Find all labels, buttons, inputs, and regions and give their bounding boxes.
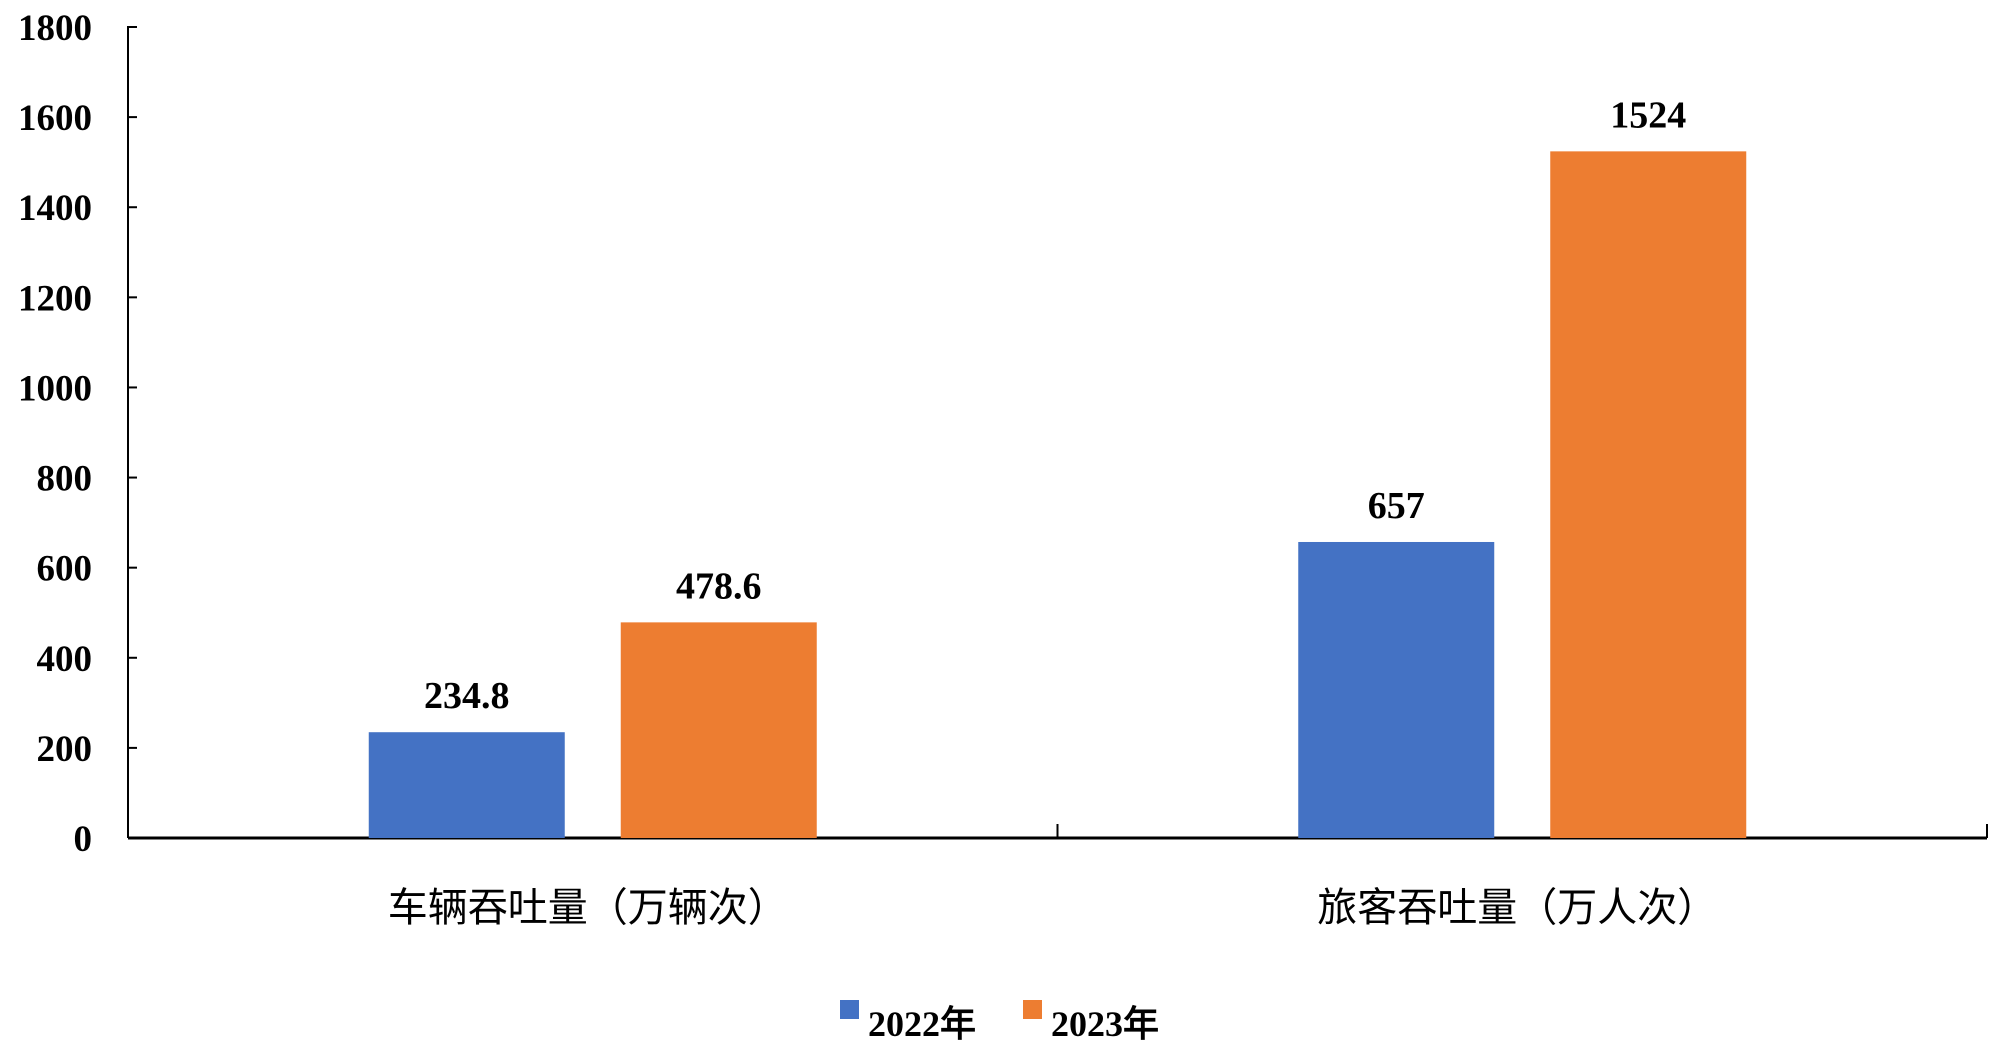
y-tick-label: 1200 <box>18 278 92 319</box>
legend-swatch <box>1023 1000 1042 1019</box>
bar <box>1298 541 1495 838</box>
data-label: 478.6 <box>676 565 762 607</box>
legend-label: 2022年 <box>868 1004 976 1044</box>
category-label: 车辆吞吐量（万辆次） <box>388 885 788 931</box>
y-tick-label: 200 <box>37 729 93 770</box>
data-label: 657 <box>1368 485 1425 527</box>
y-tick-label: 0 <box>74 819 93 860</box>
y-tick-label: 1800 <box>18 8 92 49</box>
y-tick-label: 1000 <box>18 368 92 409</box>
y-tick-label: 800 <box>37 459 93 500</box>
y-tick-label: 1600 <box>18 98 92 139</box>
data-label: 234.8 <box>424 675 510 717</box>
legend-swatch <box>840 1000 859 1019</box>
y-tick-label: 600 <box>37 549 93 590</box>
bar <box>620 622 817 838</box>
data-label: 1524 <box>1610 94 1686 136</box>
legend-label: 2023年 <box>1051 1004 1159 1044</box>
category-label: 旅客吞吐量（万人次） <box>1317 885 1717 931</box>
y-tick-label: 1400 <box>18 188 92 229</box>
bar <box>368 732 565 838</box>
y-tick-label: 400 <box>37 639 93 680</box>
bar <box>1550 151 1747 838</box>
